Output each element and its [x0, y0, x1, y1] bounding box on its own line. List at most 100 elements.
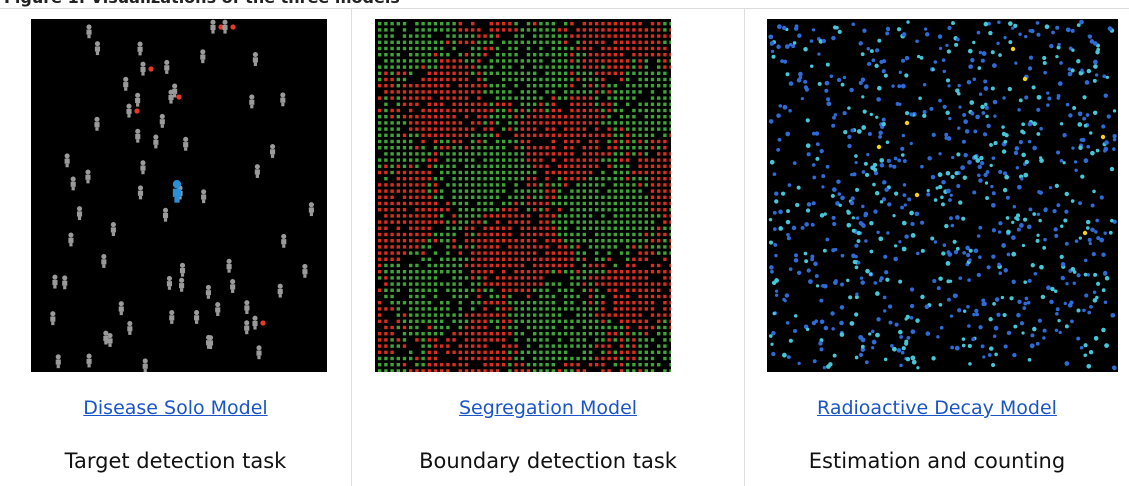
- agent-cell: [409, 146, 413, 150]
- agent-cell: [421, 115, 425, 119]
- atom-particle: [1059, 61, 1063, 65]
- agent-cell: [384, 319, 388, 323]
- atom-particle: [1085, 226, 1090, 230]
- agent-cell: [669, 201, 671, 206]
- agent-cell: [657, 84, 661, 88]
- segregation-model-link[interactable]: Segregation Model: [458, 397, 638, 419]
- agent-cell: [446, 146, 450, 150]
- atom-particle: [922, 83, 927, 87]
- agent-cell: [514, 40, 518, 44]
- agent-cell: [396, 46, 400, 51]
- agent-cell: [632, 350, 636, 354]
- agent-cell: [638, 146, 642, 150]
- atom-particle: [1073, 160, 1078, 164]
- agent-cell: [489, 288, 493, 292]
- agent-cell: [421, 307, 425, 311]
- agent-cell: [471, 164, 475, 168]
- agent-cell: [564, 152, 568, 156]
- atom-particle: [1016, 184, 1022, 190]
- agent-cell: [489, 319, 493, 323]
- agent-cell: [514, 96, 518, 100]
- agent-cell: [626, 84, 630, 88]
- agent-cell: [669, 350, 671, 354]
- agent-cell: [545, 53, 549, 57]
- agent-cell: [663, 208, 667, 212]
- atom-particle: [1076, 23, 1081, 28]
- agent-cell: [409, 34, 413, 38]
- agent-cell: [390, 363, 394, 367]
- atom-particle: [1007, 86, 1012, 92]
- atom-particle: [1064, 191, 1069, 197]
- agent-cell: [378, 115, 382, 119]
- atom-particle: [972, 190, 977, 195]
- agent-cell: [619, 319, 624, 323]
- agent-cell: [533, 313, 537, 317]
- agent-cell: [526, 59, 531, 63]
- agent-cell: [483, 71, 487, 75]
- agent-cell: [415, 170, 419, 175]
- atom-particle: [814, 319, 819, 323]
- agent-cell: [582, 183, 586, 187]
- agent-cell: [402, 208, 407, 212]
- atom-particle: [978, 255, 982, 260]
- agent-cell: [489, 251, 493, 255]
- agent-cell: [427, 350, 431, 354]
- agent-cell: [607, 201, 611, 206]
- agent-cell: [526, 276, 531, 280]
- agent-cell: [626, 133, 630, 137]
- agent-cell: [458, 139, 462, 144]
- atom-particle: [958, 200, 963, 205]
- agent-cell: [595, 363, 599, 367]
- agent-cell: [588, 102, 593, 106]
- agent-cell: [471, 251, 475, 255]
- atom-particle: [1083, 258, 1088, 263]
- agent-cell: [607, 245, 611, 249]
- agent-cell: [464, 338, 469, 342]
- agent-cell: [663, 146, 667, 150]
- agent-cell: [570, 214, 574, 218]
- agent-cell: [632, 257, 636, 261]
- radioactive-decay-model-link[interactable]: Radioactive Decay Model: [817, 397, 1057, 419]
- agent-cell: [533, 195, 537, 199]
- agent-cell: [638, 344, 642, 348]
- agent-cell: [508, 251, 512, 255]
- disease-solo-model-link[interactable]: Disease Solo Model: [83, 397, 268, 419]
- agent-cell: [446, 53, 450, 57]
- atom-particle: [806, 268, 811, 273]
- agent-cell: [415, 369, 419, 372]
- agent-cell: [520, 226, 524, 230]
- atom-particle: [980, 58, 985, 63]
- atom-particle: [868, 272, 873, 276]
- agent-cell: [489, 189, 493, 193]
- person-icon: [50, 311, 56, 326]
- atom-particle: [1070, 68, 1075, 73]
- agent-cell: [514, 282, 518, 286]
- atom-particle: [851, 253, 856, 259]
- atom-particle: [804, 259, 809, 264]
- agent-cell: [595, 164, 599, 168]
- agent-cell: [409, 177, 413, 181]
- agent-cell: [545, 301, 549, 305]
- agent-cell: [619, 325, 624, 330]
- agent-cell: [570, 133, 574, 137]
- agent-cell: [402, 121, 407, 125]
- agent-cell: [483, 108, 487, 113]
- agent-cell: [396, 307, 400, 311]
- agent-cell: [526, 28, 531, 32]
- agent-cell: [402, 232, 407, 237]
- agent-cell: [582, 108, 586, 113]
- agent-cell: [396, 59, 400, 63]
- agent-cell: [433, 369, 438, 372]
- agent-cell: [440, 363, 444, 367]
- agent-cell: [502, 263, 506, 268]
- agent-cell: [378, 369, 382, 372]
- person-icon: [179, 277, 185, 292]
- agent-cell: [483, 158, 487, 162]
- agent-cell: [632, 146, 636, 150]
- agent-cell: [632, 59, 636, 63]
- atom-particle: [967, 48, 973, 54]
- agent-cell: [644, 46, 648, 51]
- agent-cell: [564, 363, 568, 367]
- agent-cell: [601, 369, 605, 372]
- agent-cell: [508, 108, 512, 113]
